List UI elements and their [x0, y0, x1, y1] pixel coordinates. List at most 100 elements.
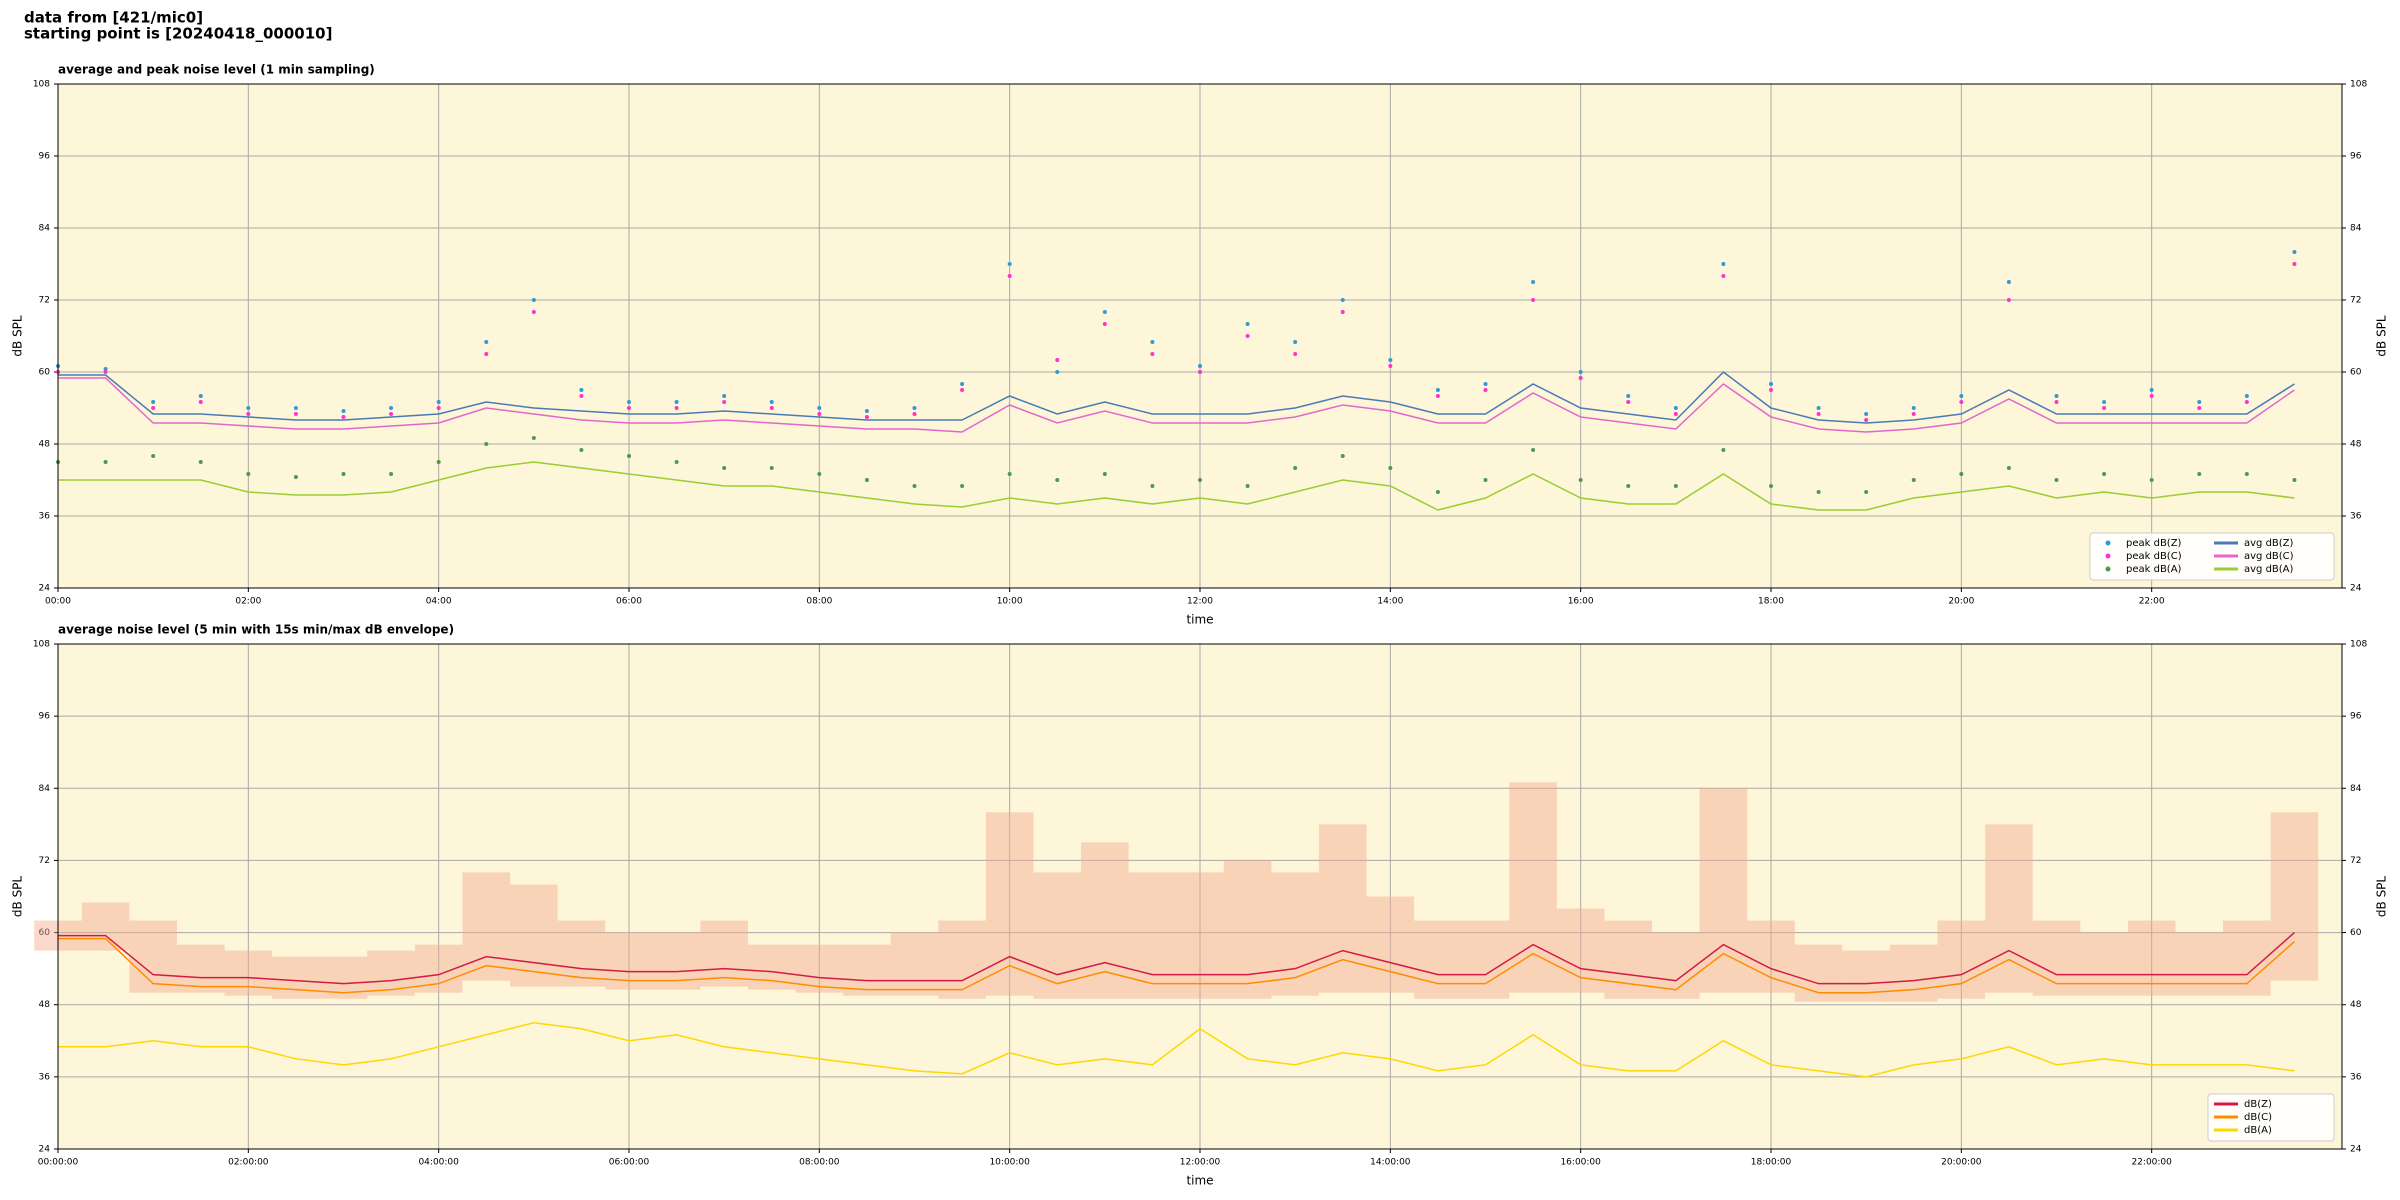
legend-box [2207, 1093, 2335, 1142]
peak-point [674, 406, 679, 410]
peak-point [912, 406, 917, 410]
envelope-band [843, 944, 891, 996]
peak-point [722, 394, 727, 398]
peak-point [579, 388, 584, 392]
x-tick-label: 06:00:00 [609, 1158, 650, 1168]
peak-point [722, 466, 727, 470]
peak-point [1959, 400, 1964, 404]
y-tick-label: 60 [2350, 368, 2362, 378]
envelope-band [462, 872, 511, 981]
peak-point [1626, 400, 1631, 404]
series-line [58, 371, 2295, 424]
peak-point [864, 415, 869, 419]
peak-point [2149, 394, 2154, 398]
x-tick-label: 04:00:00 [418, 1158, 459, 1168]
peak-point [1483, 388, 1488, 392]
x-tick-label: 22:00:00 [2131, 1158, 2172, 1168]
peak-point [1007, 262, 1012, 266]
peak-point [151, 400, 156, 404]
peak-point [484, 352, 489, 356]
y-tick-label: 96 [39, 152, 51, 162]
y-tick-label: 36 [2350, 1072, 2362, 1082]
peak-point [2244, 394, 2249, 398]
envelope-band [795, 944, 844, 993]
peak-point [1388, 466, 1393, 470]
header-line: data from [421/mic0] [24, 9, 203, 27]
peak-point [293, 406, 298, 410]
peak-point [1340, 310, 1345, 314]
peak-point [722, 400, 727, 404]
peak-point [389, 472, 394, 476]
peak-point [198, 400, 203, 404]
envelope-band [1318, 824, 1367, 993]
peak-point [389, 406, 394, 410]
peak-point [1959, 394, 1964, 398]
legend-label: avg dB(C) [2244, 551, 2294, 562]
peak-point [2054, 400, 2059, 404]
envelope-band [700, 920, 748, 987]
peak-point [1150, 352, 1155, 356]
legend-label: avg dB(A) [2244, 564, 2294, 575]
peak-point [579, 448, 584, 452]
peak-point [1055, 370, 1060, 374]
peak-point [1769, 484, 1773, 488]
y-axis-label: dB SPL [2375, 876, 2389, 918]
x-tick-label: 04:00 [426, 597, 452, 607]
x-tick-label: 08:00 [806, 597, 832, 607]
peak-point [436, 460, 441, 464]
envelope-band [1604, 920, 1653, 999]
y-tick-label: 24 [2350, 1145, 2362, 1155]
envelope-band [1747, 920, 1795, 993]
peak-point [1911, 478, 1916, 482]
legend-label: dB(Z) [2244, 1099, 2272, 1110]
peak-point [1102, 322, 1107, 326]
envelope-band [176, 944, 225, 993]
peak-point [1673, 484, 1678, 488]
peak-point [1911, 406, 1916, 410]
peak-point [2244, 472, 2249, 476]
peak-point [864, 478, 869, 482]
peak-point [627, 406, 631, 410]
peak-point [2054, 394, 2059, 398]
x-tick-label: 18:00:00 [1751, 1158, 1792, 1168]
envelope-band [2127, 920, 2176, 996]
peak-point [1198, 478, 1202, 482]
peak-point [960, 382, 965, 386]
y-tick-label: 84 [2350, 224, 2362, 234]
peak-point [198, 394, 203, 398]
peak-point [1435, 394, 1440, 398]
series-line [58, 1021, 2295, 1078]
peak-point [341, 472, 346, 476]
peak-point [341, 409, 346, 413]
y-tick-label: 72 [2350, 296, 2361, 306]
y-tick-label: 72 [39, 856, 50, 866]
x-tick-label: 20:00 [1948, 597, 1974, 607]
envelope-band [1414, 920, 1462, 999]
peak-point [1626, 394, 1631, 398]
envelope-band [890, 932, 939, 996]
peak-point [2102, 406, 2107, 410]
peak-point [2006, 280, 2011, 284]
y-tick-label: 96 [2350, 152, 2362, 162]
x-tick-label: 16:00 [1568, 597, 1594, 607]
x-tick-label: 02:00 [235, 597, 261, 607]
peak-point [1578, 370, 1583, 374]
peak-point [2054, 478, 2059, 482]
y-tick-label: 60 [2350, 928, 2362, 938]
envelope-band [2032, 920, 2081, 996]
peak-point [1673, 406, 1678, 410]
y-tick-label: 36 [39, 1072, 51, 1082]
peak-point [1864, 490, 1869, 494]
x-tick-label: 12:00:00 [1180, 1158, 1221, 1168]
y-tick-label: 108 [2350, 640, 2367, 650]
legend-label: dB(C) [2244, 1112, 2272, 1123]
peak-point [1531, 448, 1536, 452]
peak-point [1007, 274, 1012, 278]
envelope-band [2175, 932, 2224, 996]
y-tick-label: 96 [2350, 712, 2362, 722]
x-tick-label: 14:00 [1377, 597, 1403, 607]
peak-point [1150, 484, 1155, 488]
peak-point [2197, 406, 2202, 410]
legend-label: peak dB(A) [2126, 564, 2182, 575]
